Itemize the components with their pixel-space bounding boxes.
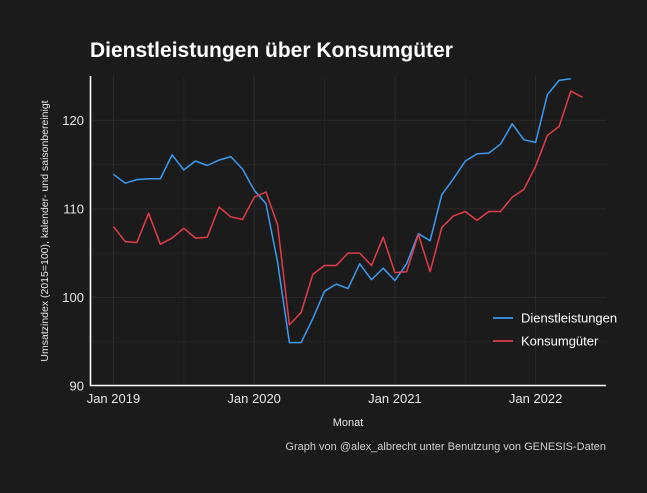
y-tick-label: 90 xyxy=(70,379,84,394)
legend: Dienstleistungen Konsumgüter xyxy=(493,311,617,349)
y-tick-label: 100 xyxy=(62,290,84,305)
y-tick-labels: 90 100 110 120 xyxy=(62,113,84,394)
y-axis-title: Umsatzindex (2015=100), kalender- und sa… xyxy=(39,100,51,361)
x-tick-label: Jan 2022 xyxy=(509,391,563,406)
legend-label-1: Konsumgüter xyxy=(521,334,599,349)
legend-label-0: Dienstleistungen xyxy=(521,311,617,326)
x-axis-title: Monat xyxy=(333,417,364,429)
chart-title: Dienstleistungen über Konsumgüter xyxy=(90,39,453,62)
x-tick-labels: Jan 2019 Jan 2020 Jan 2021 Jan 2022 xyxy=(87,391,563,406)
series-line-1 xyxy=(112,90,583,326)
series-lines xyxy=(112,77,583,344)
caption: Graph von @alex_albrecht unter Benutzung… xyxy=(285,441,606,453)
y-tick-label: 120 xyxy=(62,113,84,128)
x-tick-label: Jan 2019 xyxy=(87,391,141,406)
x-tick-label: Jan 2020 xyxy=(227,391,281,406)
x-tick-label: Jan 2021 xyxy=(368,391,422,406)
y-tick-label: 110 xyxy=(63,201,84,216)
series-line-0 xyxy=(113,77,571,344)
